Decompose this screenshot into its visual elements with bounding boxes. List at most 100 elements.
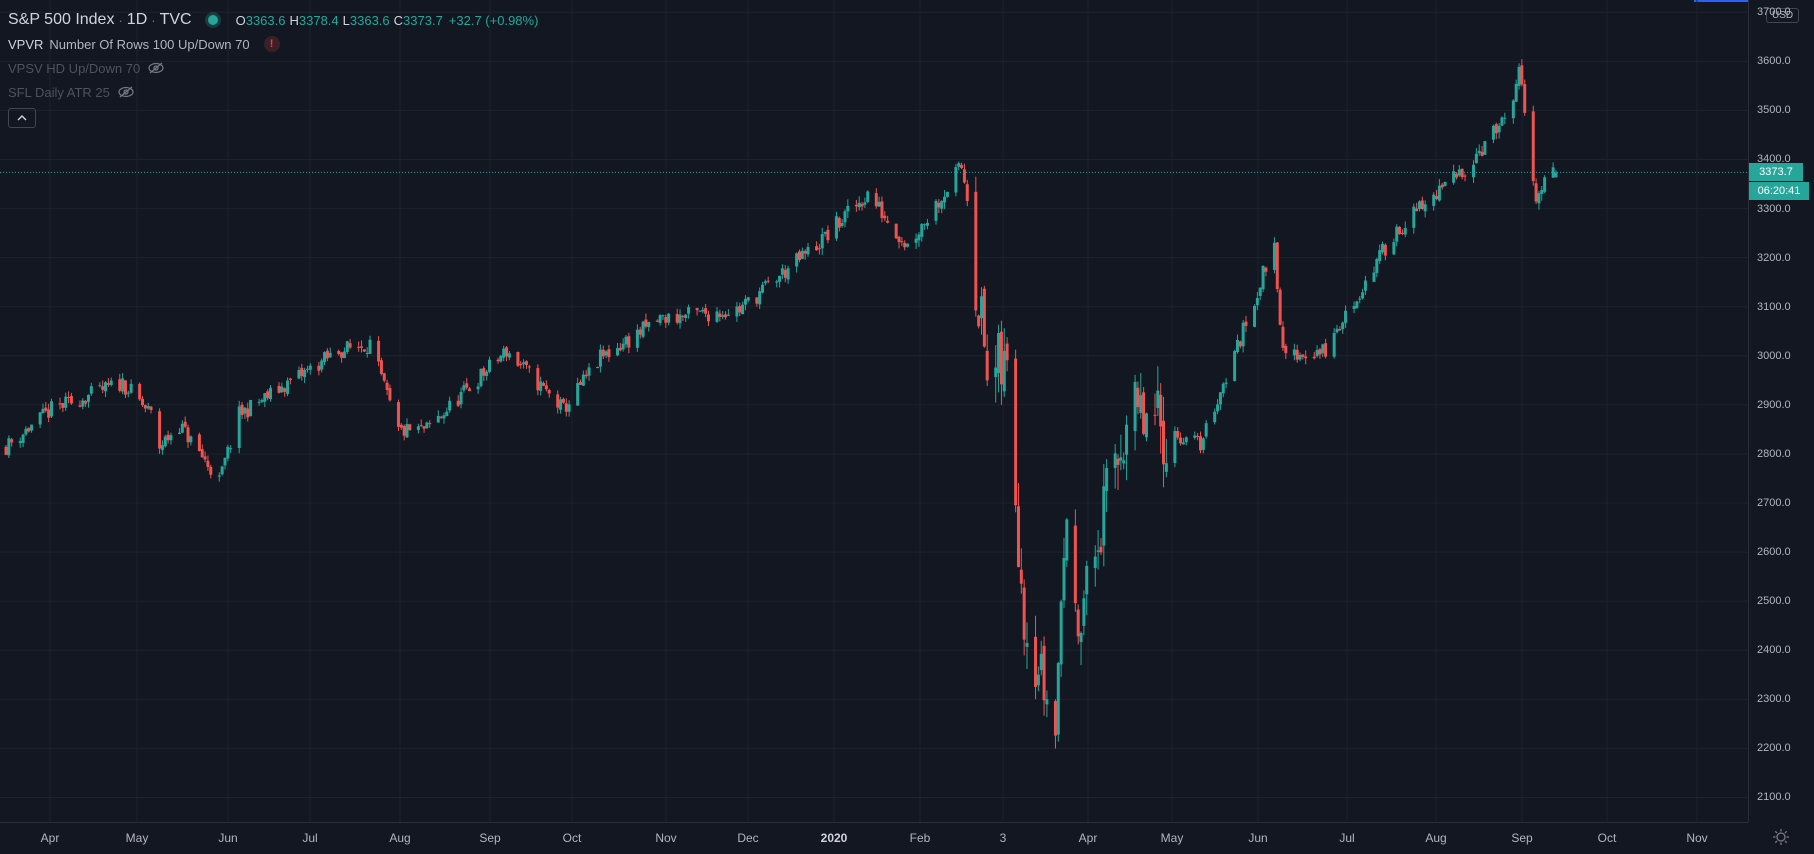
time-axis[interactable]: Apr May Jun Jul Aug Sep Oct Nov Dec 2020 Feb 3 Apr Ma… (0, 822, 1748, 854)
price-tick-label: 3300.0 (1757, 202, 1791, 215)
candle-body (365, 352, 369, 354)
candle-body (118, 379, 122, 391)
time-tick-label: 3 (999, 831, 1007, 845)
candle-body (257, 401, 261, 403)
candle-body (1344, 310, 1348, 323)
candle-body (308, 365, 312, 370)
candle-body (67, 396, 71, 398)
candle-body (4, 446, 8, 455)
candle-body (84, 400, 88, 404)
candle-body (917, 234, 921, 241)
eye-hidden-icon[interactable] (148, 62, 164, 74)
chart-pane[interactable] (0, 0, 1748, 822)
candle-body (1238, 341, 1242, 347)
candle-body (903, 242, 907, 248)
eye-hidden-icon[interactable] (118, 86, 134, 98)
candle-body (220, 466, 224, 475)
candle-body (1335, 328, 1339, 333)
market-status-icon[interactable] (207, 15, 218, 25)
indicator-row-vpsv[interactable]: VPSV HD Up/Down 70 (8, 56, 538, 80)
candle-body (61, 402, 65, 408)
indicator-row-atr[interactable]: SFL Daily ATR 25 (8, 80, 538, 104)
candle-body (1218, 392, 1222, 405)
low-key: L (342, 12, 350, 28)
candle-body (1497, 125, 1501, 133)
candle-body (325, 350, 329, 359)
warning-icon[interactable]: ! (263, 36, 280, 52)
candle-body (1381, 243, 1385, 253)
candle-body (158, 411, 162, 449)
interval-label[interactable]: 1D (126, 11, 148, 28)
candle-body (177, 432, 181, 435)
high-key: H (289, 12, 299, 28)
candle-body (795, 253, 799, 267)
candle-body (1358, 298, 1362, 300)
candle-body (416, 426, 420, 430)
candle-body (536, 368, 540, 391)
price-tick-label: 2300.0 (1757, 693, 1791, 706)
indicator-name[interactable]: VPVR (8, 36, 44, 52)
candle-body (866, 191, 870, 202)
candle-body (877, 201, 881, 207)
currency-button[interactable]: USD (1766, 8, 1800, 23)
candle-body (382, 373, 386, 381)
candle-body (69, 395, 73, 404)
candle-body (1181, 442, 1185, 445)
candle-body (1437, 185, 1441, 201)
candle-body (658, 315, 662, 323)
candle-body (1520, 65, 1524, 85)
candle-body (661, 315, 665, 317)
candle-body (459, 392, 463, 405)
candle-body (1244, 321, 1248, 326)
symbol-name[interactable]: S&P 500 Index (8, 11, 115, 28)
indicator-args[interactable]: Number Of Rows 100 Up/Down 70 (49, 36, 250, 52)
candle-body (1483, 141, 1487, 155)
indicator-args[interactable]: SFL Daily ATR 25 (8, 84, 110, 100)
candle-body (624, 336, 628, 345)
candle-body (1119, 457, 1123, 461)
candle-body (1221, 383, 1225, 394)
candle-body (1315, 349, 1319, 357)
candle-body (24, 428, 28, 435)
candle-body (1053, 700, 1057, 736)
candle-body (1440, 184, 1444, 188)
low-value: 3363.6 (349, 12, 390, 28)
candle-body (778, 275, 782, 282)
candle-body (505, 347, 509, 357)
candle-body (746, 297, 750, 301)
time-tick-label: Sep (1511, 831, 1533, 845)
price-tick-label: 2400.0 (1757, 644, 1791, 657)
candle-body (385, 382, 389, 390)
candle-body (439, 416, 443, 418)
candle-body (126, 392, 130, 394)
candle-body (863, 202, 867, 205)
candle-body (1039, 653, 1043, 671)
candle-body (1136, 387, 1140, 408)
indicator-args[interactable]: VPSV HD Up/Down 70 (8, 60, 141, 76)
candle-body (81, 400, 85, 407)
candle-body (627, 336, 631, 348)
candle-body (1235, 339, 1239, 352)
exchange-label[interactable]: TVC (159, 11, 192, 28)
settings-icon[interactable] (1772, 828, 1790, 851)
candlestick-chart[interactable] (0, 0, 1748, 822)
candle-body (880, 201, 884, 218)
collapse-legend-button[interactable] (8, 108, 36, 128)
candle-body (180, 423, 184, 433)
indicator-row-vpvr[interactable]: VPVR Number Of Rows 100 Up/Down 70 ! (8, 32, 538, 56)
time-tick-label: Jul (302, 831, 318, 845)
price-axis[interactable]: USD 3700.0 3600.0 3500.0 3400.0 3300.0 3200.0… (1748, 0, 1814, 822)
candle-body (1523, 84, 1527, 113)
candle-body (357, 346, 361, 348)
candle-body (681, 316, 685, 318)
price-tick-label: 2800.0 (1757, 447, 1791, 460)
candle-body (701, 309, 705, 312)
candle-body (104, 382, 108, 392)
price-tick-label: 3400.0 (1757, 153, 1791, 166)
candle-body (249, 399, 253, 417)
symbol-row[interactable]: S&P 500 Index · 1D · TVC O 3363.6 H 3378.4… (8, 8, 538, 32)
candle-body (362, 349, 366, 352)
candle-body (596, 366, 600, 368)
candle-body (1383, 244, 1387, 256)
candle-body (300, 367, 304, 377)
